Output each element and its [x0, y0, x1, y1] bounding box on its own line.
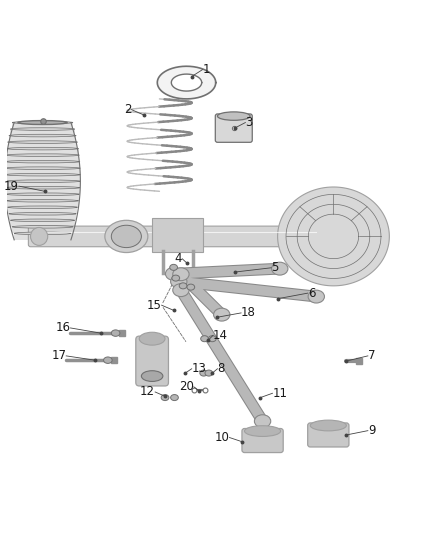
Text: 1: 1 [202, 63, 210, 76]
Text: 10: 10 [215, 431, 230, 444]
Ellipse shape [7, 147, 78, 150]
FancyBboxPatch shape [7, 207, 78, 214]
Text: 2: 2 [124, 103, 131, 116]
Ellipse shape [5, 167, 80, 169]
Ellipse shape [200, 370, 208, 376]
Text: 17: 17 [51, 350, 66, 362]
FancyBboxPatch shape [6, 194, 79, 201]
PathPatch shape [157, 66, 216, 99]
FancyBboxPatch shape [9, 214, 76, 220]
Ellipse shape [179, 283, 187, 289]
Text: 11: 11 [272, 387, 287, 400]
Ellipse shape [187, 284, 194, 290]
Ellipse shape [254, 415, 271, 427]
Ellipse shape [272, 262, 288, 275]
Text: 7: 7 [368, 350, 375, 362]
Ellipse shape [111, 225, 141, 248]
Ellipse shape [7, 206, 78, 208]
FancyBboxPatch shape [307, 423, 349, 447]
FancyBboxPatch shape [5, 168, 80, 175]
FancyBboxPatch shape [28, 226, 318, 247]
Ellipse shape [6, 193, 79, 196]
FancyBboxPatch shape [7, 149, 78, 155]
Ellipse shape [214, 308, 230, 321]
Ellipse shape [18, 120, 67, 125]
Ellipse shape [7, 141, 78, 143]
Text: 6: 6 [307, 287, 315, 300]
Ellipse shape [103, 357, 112, 364]
FancyBboxPatch shape [5, 175, 80, 181]
Ellipse shape [12, 225, 73, 228]
FancyBboxPatch shape [215, 114, 252, 142]
FancyBboxPatch shape [12, 123, 73, 129]
FancyBboxPatch shape [7, 142, 78, 149]
Text: 19: 19 [4, 180, 19, 192]
FancyBboxPatch shape [14, 233, 71, 240]
Text: 12: 12 [140, 385, 155, 399]
FancyBboxPatch shape [152, 219, 203, 252]
Text: 5: 5 [271, 261, 279, 274]
Ellipse shape [172, 275, 180, 281]
Text: 8: 8 [217, 362, 225, 375]
Text: 14: 14 [213, 329, 228, 342]
Text: 13: 13 [192, 362, 207, 375]
FancyBboxPatch shape [7, 201, 78, 207]
Ellipse shape [173, 268, 189, 281]
Ellipse shape [166, 268, 182, 280]
Ellipse shape [7, 199, 78, 202]
Ellipse shape [170, 264, 177, 270]
Text: 18: 18 [241, 306, 256, 319]
Ellipse shape [139, 332, 165, 345]
Ellipse shape [6, 154, 79, 156]
Ellipse shape [11, 128, 74, 131]
FancyBboxPatch shape [12, 227, 73, 233]
Text: 16: 16 [56, 321, 71, 334]
Ellipse shape [9, 134, 76, 137]
FancyBboxPatch shape [11, 220, 74, 227]
Ellipse shape [171, 394, 178, 401]
Ellipse shape [208, 336, 216, 342]
FancyBboxPatch shape [136, 336, 169, 386]
Ellipse shape [5, 187, 80, 189]
Text: 3: 3 [245, 116, 253, 129]
Text: 9: 9 [368, 424, 375, 437]
Ellipse shape [111, 330, 120, 336]
Ellipse shape [5, 160, 80, 163]
Ellipse shape [14, 232, 71, 235]
FancyBboxPatch shape [5, 181, 80, 188]
Ellipse shape [205, 370, 213, 376]
Ellipse shape [201, 336, 208, 342]
Text: 15: 15 [147, 298, 162, 312]
Ellipse shape [244, 426, 281, 437]
FancyBboxPatch shape [5, 188, 80, 194]
Ellipse shape [105, 220, 148, 253]
FancyBboxPatch shape [11, 129, 74, 135]
Ellipse shape [171, 275, 187, 288]
Ellipse shape [5, 180, 80, 182]
FancyBboxPatch shape [5, 161, 80, 168]
FancyBboxPatch shape [9, 135, 76, 142]
FancyBboxPatch shape [242, 429, 283, 453]
Ellipse shape [161, 394, 169, 401]
Ellipse shape [11, 219, 74, 222]
Ellipse shape [5, 173, 80, 176]
Text: 20: 20 [179, 381, 194, 393]
Polygon shape [278, 187, 389, 286]
Ellipse shape [310, 420, 346, 431]
Ellipse shape [141, 371, 163, 382]
Ellipse shape [173, 284, 189, 296]
Ellipse shape [31, 228, 48, 245]
Ellipse shape [308, 290, 325, 303]
Ellipse shape [12, 121, 73, 124]
FancyBboxPatch shape [6, 155, 79, 161]
Text: 4: 4 [175, 252, 182, 265]
Ellipse shape [217, 112, 250, 120]
Ellipse shape [9, 213, 76, 215]
